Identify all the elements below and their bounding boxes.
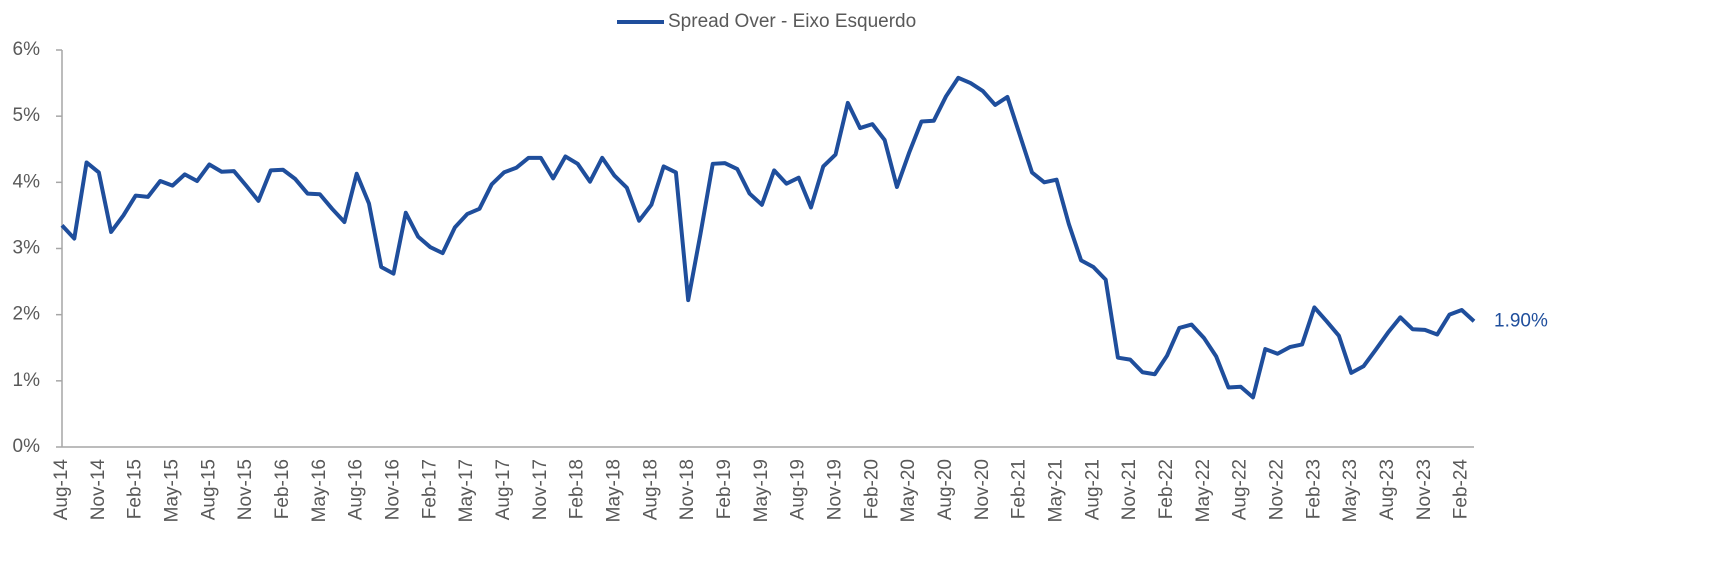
y-tick-label: 6% (13, 39, 41, 60)
x-tick-label: Nov-15 (235, 459, 256, 520)
x-tick-label: Aug-20 (935, 459, 956, 520)
y-tick-label: 3% (13, 238, 41, 259)
x-tick-label: May-18 (604, 459, 625, 522)
x-tick-label: Feb-15 (125, 459, 146, 519)
x-tick-label: Nov-23 (1414, 459, 1435, 520)
x-tick-label: Nov-21 (1119, 459, 1140, 520)
x-tick-label: Nov-16 (383, 459, 404, 520)
x-tick-label: Nov-20 (972, 459, 993, 520)
x-tick-label: May-20 (898, 459, 919, 522)
x-tick-label: Aug-15 (198, 459, 219, 520)
x-tick-label: Feb-19 (714, 459, 735, 519)
series-line (60, 75, 1476, 400)
x-tick-label: May-21 (1046, 459, 1067, 522)
y-tick-label: 0% (13, 436, 41, 457)
legend-label: Spread Over - Eixo Esquerdo (668, 11, 916, 32)
x-tick-label: May-16 (309, 459, 330, 522)
x-tick-label: Nov-22 (1267, 459, 1288, 520)
data-label: 1.90% (1494, 310, 1548, 331)
x-tick-label: Feb-23 (1303, 459, 1324, 519)
x-tick-label: May-15 (162, 459, 183, 522)
x-tick-label: May-22 (1193, 459, 1214, 522)
x-tick-label: Aug-18 (640, 459, 661, 520)
x-tick-label: Feb-20 (861, 459, 882, 519)
x-tick-label: May-23 (1340, 459, 1361, 522)
x-tick-label: Aug-16 (346, 459, 367, 520)
x-tick-label: Nov-14 (88, 459, 109, 521)
y-tick-label: 1% (13, 370, 41, 391)
y-tick-label: 4% (13, 171, 41, 192)
x-tick-label: Aug-19 (788, 459, 809, 520)
x-tick-label: Feb-16 (272, 459, 293, 519)
x-tick-label: Aug-17 (493, 459, 514, 520)
x-tick-label: May-19 (751, 459, 772, 522)
x-tick-label: Nov-17 (530, 459, 551, 520)
x-tick-label: Aug-23 (1377, 459, 1398, 520)
x-tick-label: Feb-21 (1009, 459, 1030, 519)
x-tick-label: Nov-19 (825, 459, 846, 520)
x-tick-label: Feb-24 (1451, 459, 1472, 520)
x-tick-label: Feb-22 (1156, 459, 1177, 519)
x-tick-label: May-17 (456, 459, 477, 522)
x-tick-label: Aug-21 (1082, 459, 1103, 520)
x-tick-label: Feb-18 (567, 459, 588, 519)
y-tick-label: 2% (13, 304, 41, 325)
x-tick-label: Aug-14 (51, 459, 72, 521)
y-tick-label: 5% (13, 105, 41, 126)
x-tick-label: Nov-18 (677, 459, 698, 520)
x-tick-label: Feb-17 (419, 459, 440, 519)
x-tick-label: Aug-22 (1230, 459, 1251, 520)
